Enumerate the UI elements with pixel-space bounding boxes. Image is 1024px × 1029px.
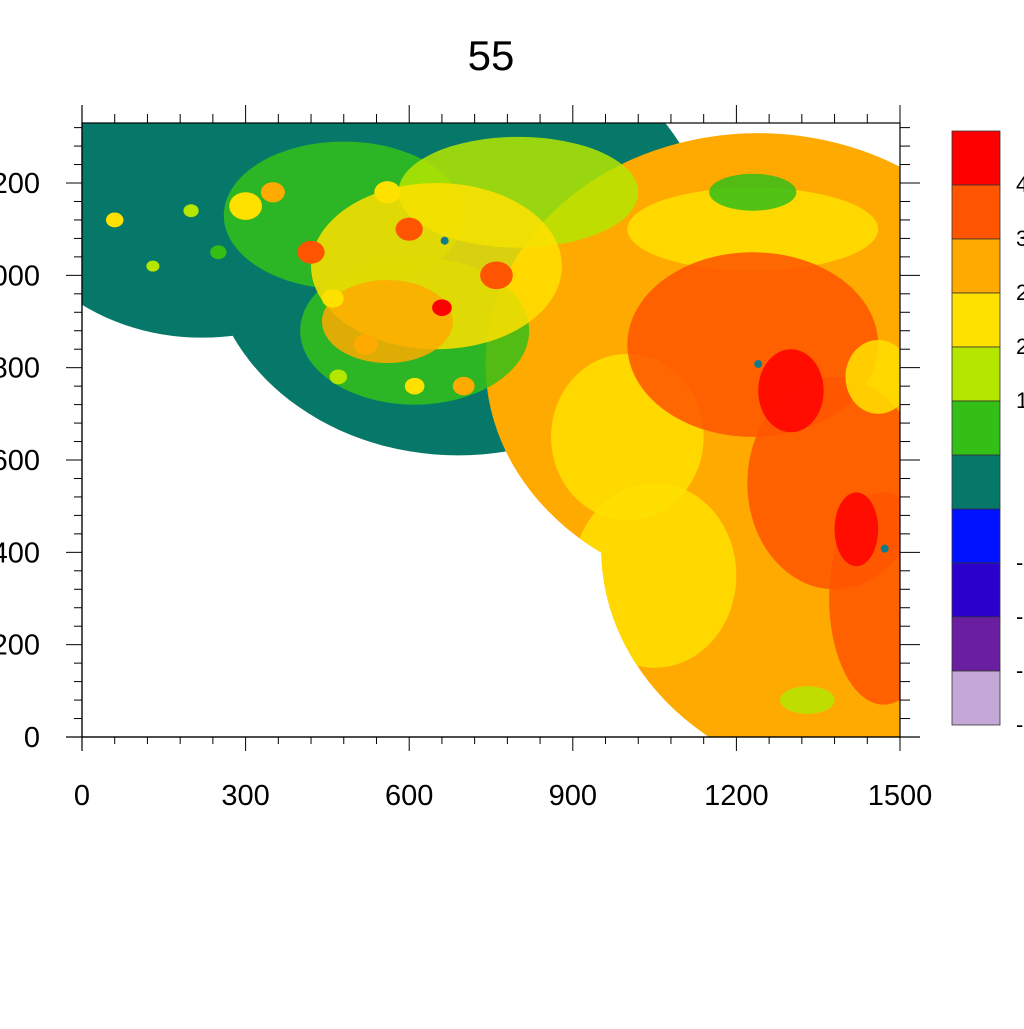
reflectivity-cell-6 — [452, 376, 475, 396]
reflectivity-cell-13 — [210, 245, 227, 260]
colorbar-label: 4 — [1016, 172, 1024, 197]
y-tick-label: 1200 — [0, 168, 40, 200]
colorbar-swatch — [951, 616, 1001, 672]
axes: 0 300 600 900 1200 1500 0 200 400 600 800 1000 1200 — [0, 105, 932, 812]
reflectivity-cell-2 — [260, 182, 285, 203]
reflectivity-cell-11 — [105, 212, 124, 228]
reflectivity-cell-8 — [395, 217, 423, 241]
radar-site-0 — [440, 236, 449, 245]
x-tick-label: 0 — [74, 780, 90, 812]
reflectivity-region-4 — [321, 279, 453, 364]
x-tick-label: 300 — [221, 780, 269, 812]
reflectivity-region-15 — [845, 339, 900, 414]
reflectivity-cell-3 — [321, 289, 344, 308]
plot-area — [82, 123, 900, 737]
reflectivity-cell-1 — [297, 240, 325, 264]
colorbar-swatch — [951, 184, 1001, 240]
reflectivity-region-11 — [572, 483, 737, 668]
colorbar-label: 3 — [1016, 226, 1024, 251]
colorbar-swatch — [951, 346, 1001, 402]
y-tick-label: 800 — [0, 353, 40, 385]
y-tick-label: 200 — [0, 630, 40, 662]
reflectivity-cell-15 — [374, 181, 401, 204]
colorbar-label: - — [1016, 604, 1023, 629]
x-tick-label: 900 — [549, 780, 597, 812]
reflectivity-cell-14 — [329, 369, 348, 385]
reflectivity-region-5 — [627, 187, 879, 271]
x-tick-label: 1200 — [704, 780, 769, 812]
y-tick-label: 0 — [24, 722, 40, 754]
colorbar-swatch — [951, 562, 1001, 618]
reflectivity-cell-0 — [229, 192, 262, 220]
colorbar-label: 2 — [1016, 280, 1024, 305]
colorbar-label: 2 — [1016, 334, 1024, 359]
reflectivity-cell-4 — [353, 334, 378, 355]
reflectivity-cell-5 — [404, 377, 425, 395]
colorbar-label: - — [1016, 550, 1023, 575]
reflectivity-cell-10 — [183, 204, 199, 218]
colorbar: 4 3 2 2 1 - - - - — [951, 130, 1024, 737]
colorbar-swatch — [951, 130, 1001, 186]
colorbar-swatch — [951, 454, 1001, 510]
colorbar-swatch — [951, 238, 1001, 294]
y-tick-label: 400 — [0, 537, 40, 569]
reflectivity-region-14 — [780, 686, 835, 714]
chart-title: 55 — [468, 32, 515, 79]
colorbar-label: - — [1016, 712, 1023, 737]
colorbar-swatch — [951, 292, 1001, 348]
x-tick-label: 1500 — [868, 780, 933, 812]
reflectivity-field — [105, 136, 900, 714]
reflectivity-region-12 — [758, 349, 824, 433]
reflectivity-region-6 — [709, 173, 797, 211]
radar-site-2 — [880, 544, 889, 553]
reflectivity-cell-9 — [432, 299, 452, 316]
radar-site-1 — [754, 359, 763, 368]
colorbar-label: - — [1016, 658, 1023, 683]
y-tick-label: 600 — [0, 445, 40, 477]
colorbar-swatch — [951, 508, 1001, 564]
x-tick-label: 600 — [385, 780, 433, 812]
colorbar-swatch — [951, 400, 1001, 456]
colorbar-swatch — [951, 670, 1001, 726]
reflectivity-cell-12 — [146, 260, 160, 272]
colorbar-label: 1 — [1016, 388, 1024, 413]
y-tick-label: 1000 — [0, 260, 40, 292]
reflectivity-region-13 — [834, 492, 879, 567]
reflectivity-cell-7 — [480, 261, 513, 290]
